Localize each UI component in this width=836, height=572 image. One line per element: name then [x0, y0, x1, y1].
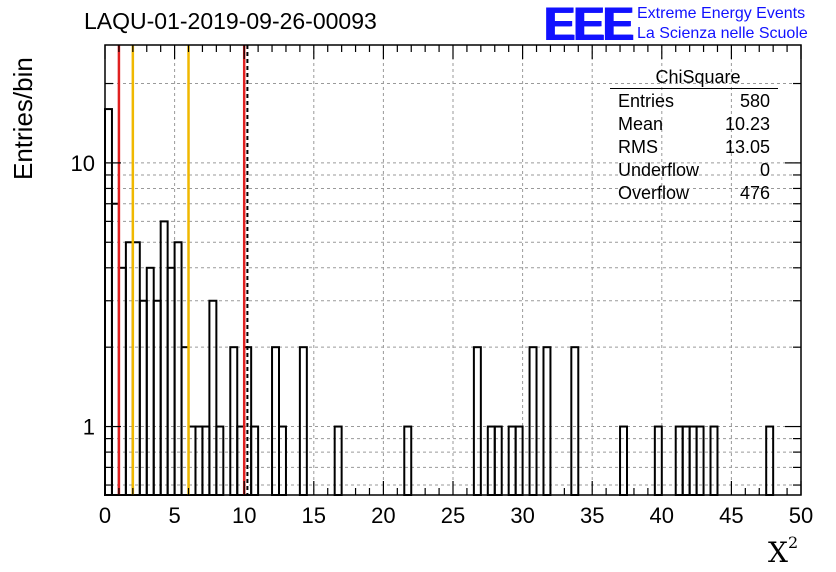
histogram-bin — [271, 346, 281, 497]
stats-label: Entries — [618, 91, 675, 111]
histogram-bin — [104, 108, 113, 497]
plot-title: LAQU-01-2019-09-26-00093 — [84, 8, 377, 34]
reference-lines — [117, 45, 249, 495]
stats-label: Overflow — [618, 183, 690, 203]
stats-divider — [610, 88, 778, 89]
axis-ticks — [104, 45, 802, 495]
histogram-bin — [542, 346, 552, 497]
grid — [105, 45, 801, 495]
x-tick-label: 10 — [232, 503, 256, 528]
stats-label: RMS — [618, 137, 658, 157]
y-tick-label: 10 — [71, 151, 95, 176]
x-tick-label: 45 — [719, 503, 743, 528]
stats-value: 580 — [739, 91, 770, 111]
stats-box: ChiSquare Entries 580 Mean 10.23 RMS 13.… — [610, 66, 778, 205]
histogram-bin — [138, 299, 148, 496]
x-tick-label: 15 — [302, 503, 326, 528]
x-tick-label: 0 — [99, 503, 111, 528]
stats-label: Mean — [618, 114, 664, 134]
stats-value: 0 — [759, 160, 770, 180]
x-tick-label: 30 — [510, 503, 534, 528]
histogram-bin — [298, 346, 308, 497]
x-tick-label: 25 — [441, 503, 465, 528]
project-tagline: La Scienza nelle Scuole — [637, 25, 808, 42]
project-name: Extreme Energy Events — [637, 5, 806, 22]
x-tick-label: 5 — [168, 503, 180, 528]
y-axis-label: Entries/bin — [8, 57, 38, 180]
histogram-bin — [570, 346, 580, 497]
stats-row-mean: Mean 10.23 — [610, 113, 778, 136]
stats-row-entries: Entries 580 — [610, 90, 778, 113]
histogram-bin — [145, 266, 155, 497]
histogram-bin — [152, 299, 162, 496]
histogram-bin — [159, 220, 169, 496]
stats-row-underflow: Underflow 0 — [610, 159, 778, 182]
histogram-bin — [173, 241, 183, 496]
x-tick-label: 40 — [650, 503, 674, 528]
stats-value: 476 — [739, 183, 770, 203]
stats-row-overflow: Overflow 476 — [610, 182, 778, 205]
stats-label: Underflow — [618, 160, 700, 180]
histogram-bin — [528, 346, 538, 497]
histogram-bin — [229, 346, 239, 497]
stats-value: 10.23 — [724, 114, 770, 134]
histogram-bin — [208, 299, 218, 496]
x-axis-label-base: X — [768, 536, 788, 569]
x-axis-label-superscript: 2 — [787, 532, 799, 552]
y-tick-label: 1 — [83, 415, 95, 440]
x-tick-label: 50 — [789, 503, 813, 528]
stats-value: 13.05 — [724, 137, 770, 157]
tick-labels: 0 5 10 15 20 25 30 35 40 45 50 1 10 — [71, 151, 814, 528]
x-axis-label: X2 — [768, 532, 799, 569]
histogram-bin — [166, 266, 176, 497]
x-tick-label: 35 — [580, 503, 604, 528]
stats-title: ChiSquare — [655, 67, 741, 87]
x-tick-label: 20 — [371, 503, 395, 528]
eee-logo: EEE — [543, 0, 633, 50]
histogram-bin — [472, 346, 482, 497]
stats-row-rms: RMS 13.05 — [610, 136, 778, 159]
